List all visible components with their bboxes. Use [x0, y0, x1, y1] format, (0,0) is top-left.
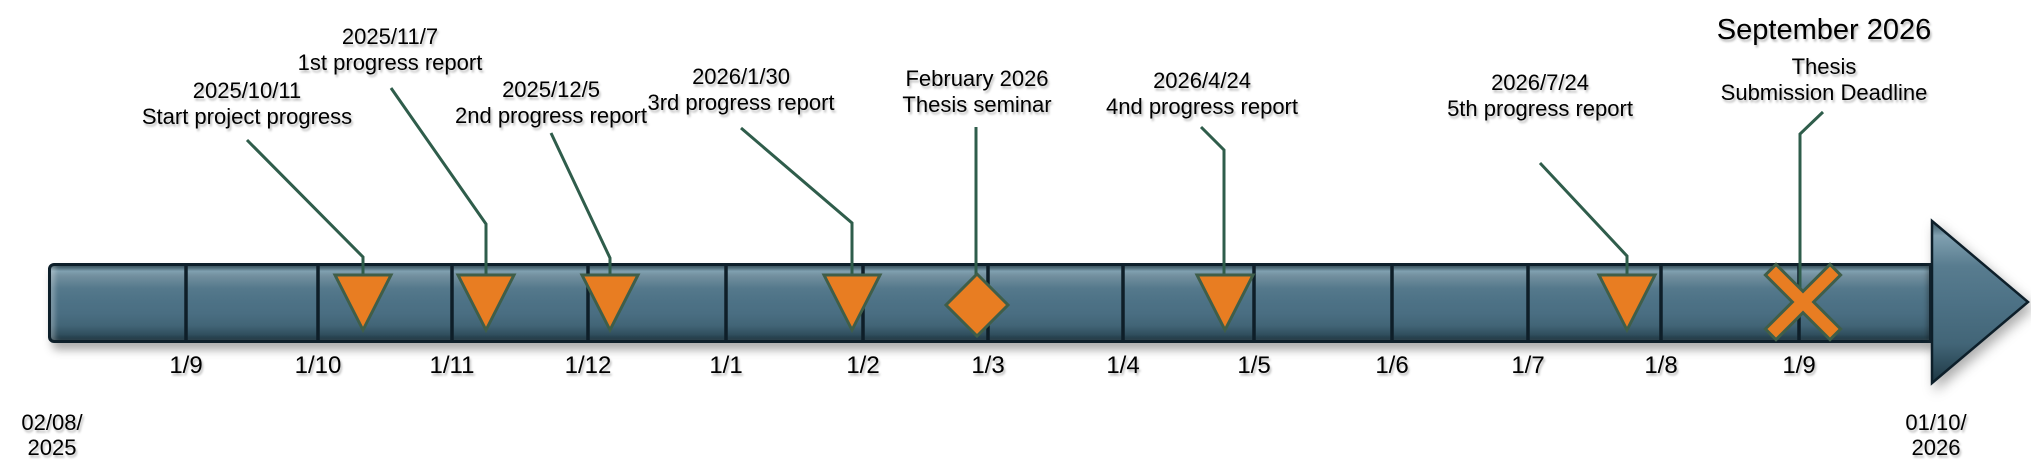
milestone-date: 2026/4/24: [1153, 68, 1251, 93]
month-label: 1/1: [709, 352, 743, 379]
timeline-arrowhead-icon: [1930, 218, 2030, 386]
start-date-line1: 02/08/: [21, 410, 83, 435]
milestone-label: 2025/10/11 Start project progress: [77, 78, 417, 130]
leader-line: [389, 87, 488, 275]
start-date-line2: 2025: [27, 435, 77, 460]
month-label: 1/9: [169, 352, 203, 379]
milestone-date: 2025/12/5: [502, 77, 600, 102]
milestone-label: 2026/1/30 3rd progress report: [571, 64, 911, 116]
milestone-date: February 2026: [905, 66, 1049, 91]
milestone-description: 3rd progress report: [647, 90, 835, 115]
milestone-description: Start project progress: [141, 104, 353, 129]
milestone-description: Thesis seminar: [902, 92, 1052, 117]
milestone-description: 2nd progress report: [455, 103, 647, 128]
milestone-label: 2026/7/24 5th progress report: [1370, 70, 1710, 122]
milestone-description: 1st progress report: [297, 50, 483, 75]
month-label: 1/12: [564, 352, 612, 379]
milestone-description: Submission Deadline: [1720, 80, 1928, 105]
month-label: 1/3: [971, 352, 1005, 379]
milestone-marker-triangle-icon: [332, 273, 394, 334]
milestone-label: February 2026 Thesis seminar: [807, 66, 1147, 118]
leader-line: [1798, 110, 1825, 300]
month-label: 1/4: [1106, 352, 1140, 379]
leader-line: [740, 126, 854, 275]
end-date-line1: 01/10/: [1905, 410, 1967, 435]
leader-line: [245, 138, 365, 275]
milestone-marker-diamond-icon: [943, 271, 1011, 339]
milestone-label: 2025/12/5 2nd progress report: [381, 77, 721, 129]
month-label: 1/8: [1644, 352, 1678, 379]
milestone-label: 2025/11/7 1st progress report: [220, 24, 560, 76]
milestone-date: 2025/11/7: [341, 24, 439, 49]
milestone-marker-triangle-icon: [1194, 273, 1256, 334]
milestone-date: 2025/10/11: [192, 78, 302, 103]
month-label: 1/6: [1375, 352, 1409, 379]
leader-line: [1199, 125, 1226, 275]
timeline-end-date: 01/10/ 2026: [1886, 410, 1986, 460]
milestone-label: September 2026 Thesis Submission Deadline: [1654, 14, 1994, 106]
milestone-marker-triangle-icon: [579, 273, 641, 334]
milestone-marker-triangle-icon: [1596, 273, 1658, 334]
leader-line: [1538, 161, 1629, 275]
milestone-marker-triangle-icon: [821, 273, 883, 334]
milestone-description: 4nd progress report: [1106, 94, 1298, 119]
month-label: 1/10: [294, 352, 342, 379]
month-label: 1/9: [1782, 352, 1816, 379]
end-date-line2: 2026: [1911, 435, 1961, 460]
month-label: 1/11: [429, 352, 475, 379]
milestone-description: 5th progress report: [1447, 96, 1633, 121]
milestone-description: Thesis: [1791, 54, 1857, 79]
milestone-marker-triangle-icon: [455, 273, 517, 334]
leader-line: [549, 132, 612, 275]
timeline-start-date: 02/08/ 2025: [2, 410, 102, 460]
milestone-date: September 2026: [1716, 14, 1932, 46]
month-label: 1/5: [1237, 352, 1271, 379]
month-label: 1/7: [1511, 352, 1545, 379]
milestone-marker-x-icon: [1767, 266, 1839, 338]
milestone-label: 2026/4/24 4nd progress report: [1032, 68, 1372, 120]
month-label: 1/2: [846, 352, 880, 379]
milestone-date: 2026/7/24: [1491, 70, 1589, 95]
milestone-date: 2026/1/30: [692, 64, 790, 89]
